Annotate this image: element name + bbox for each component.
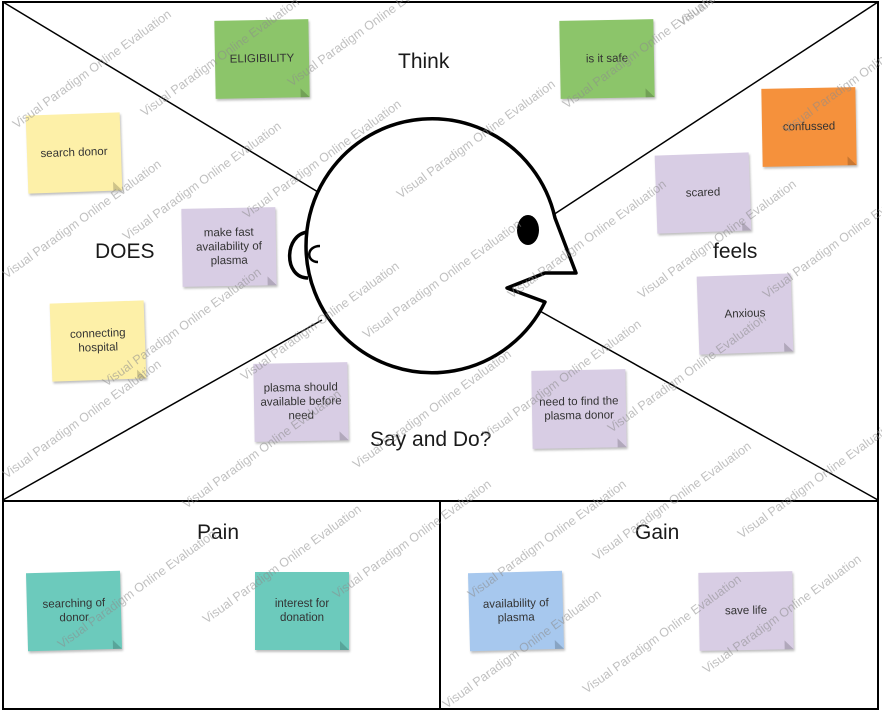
note-scared[interactable]: scared: [654, 152, 752, 234]
ear-inner-icon: [308, 244, 321, 264]
note-confussed[interactable]: confussed: [761, 87, 857, 167]
note-connecting-hospital[interactable]: connecting hospital: [49, 300, 147, 382]
label-feels: feels: [713, 240, 758, 263]
diagonal-top-right: [552, 1, 879, 216]
note-need-to-find[interactable]: need to find the plasma donor: [531, 369, 627, 449]
head-outline: [304, 117, 578, 375]
ear-icon: [287, 230, 309, 280]
note-availability-of-plasma[interactable]: availability of plasma: [467, 570, 565, 652]
note-plasma-should[interactable]: plasma should available before need: [253, 362, 349, 442]
label-think: Think: [398, 50, 450, 73]
label-pain: Pain: [197, 521, 240, 544]
label-gain: Gain: [635, 521, 680, 544]
label-does: DOES: [95, 240, 155, 263]
note-search-donor[interactable]: search donor: [25, 112, 123, 194]
diagonal-bottom-left: [2, 319, 323, 501]
note-make-fast[interactable]: make fast availability of plasma: [181, 207, 277, 287]
diagonal-top-left: [2, 1, 319, 193]
diagonal-bottom-right: [537, 309, 879, 501]
label-say-and-do: Say and Do?: [370, 428, 492, 451]
note-eligibility[interactable]: ELIGIBILITY: [214, 19, 310, 99]
note-anxious[interactable]: Anxious: [696, 273, 794, 355]
note-interest-for-donation[interactable]: interest for donation: [255, 572, 349, 650]
note-is-it-safe[interactable]: is it safe: [559, 19, 655, 99]
gain-frame: [439, 500, 879, 710]
note-searching-of-donor[interactable]: searching of donor: [25, 570, 123, 652]
eye-icon: [517, 215, 539, 245]
note-save-life[interactable]: save life: [698, 571, 794, 651]
